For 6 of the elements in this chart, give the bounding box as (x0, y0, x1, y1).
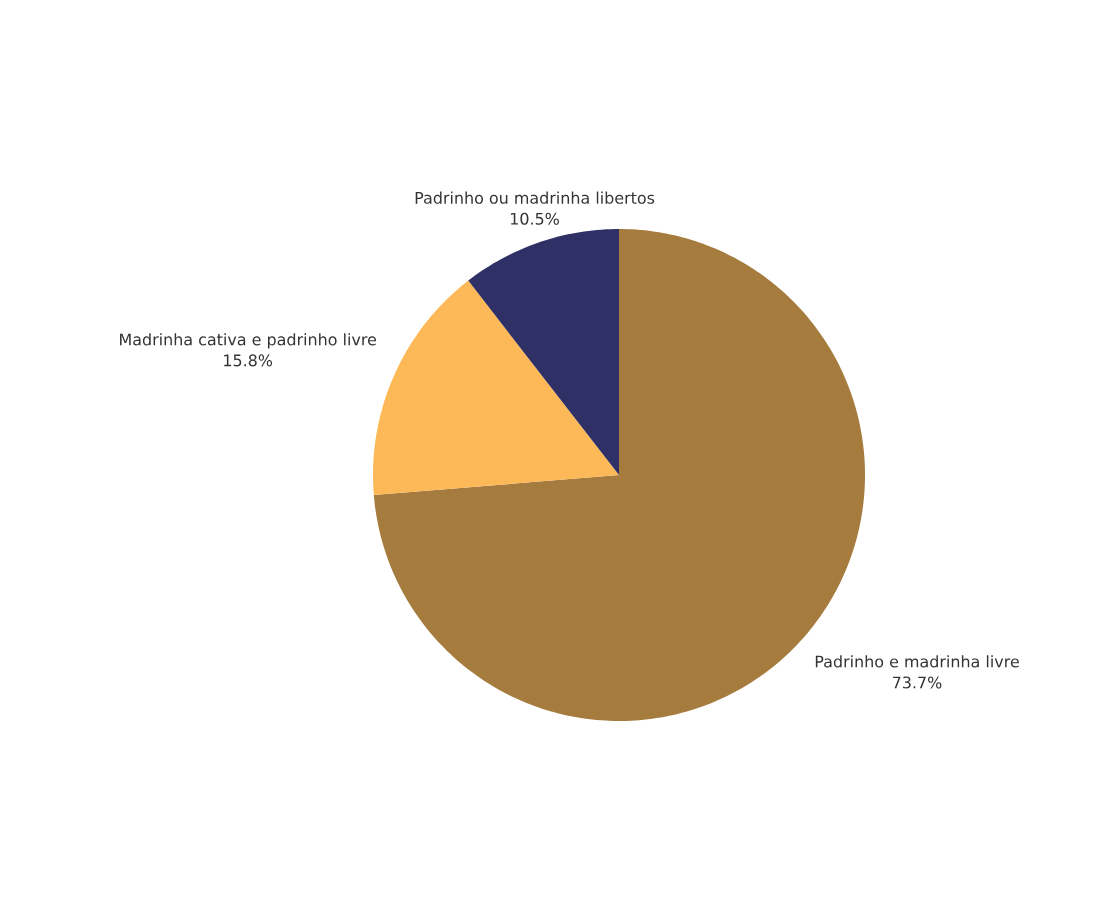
data-label: 10.5% (510, 212, 559, 225)
data-label: 15.8% (224, 354, 273, 367)
slice-label: Padrinho ou madrinha libertos (415, 191, 655, 204)
slice-label: Madrinha cativa e padrinho livre (120, 333, 377, 349)
data-label: 73.7% (892, 676, 942, 689)
slice-label: Padrinho e madrinha livre (815, 655, 1019, 668)
